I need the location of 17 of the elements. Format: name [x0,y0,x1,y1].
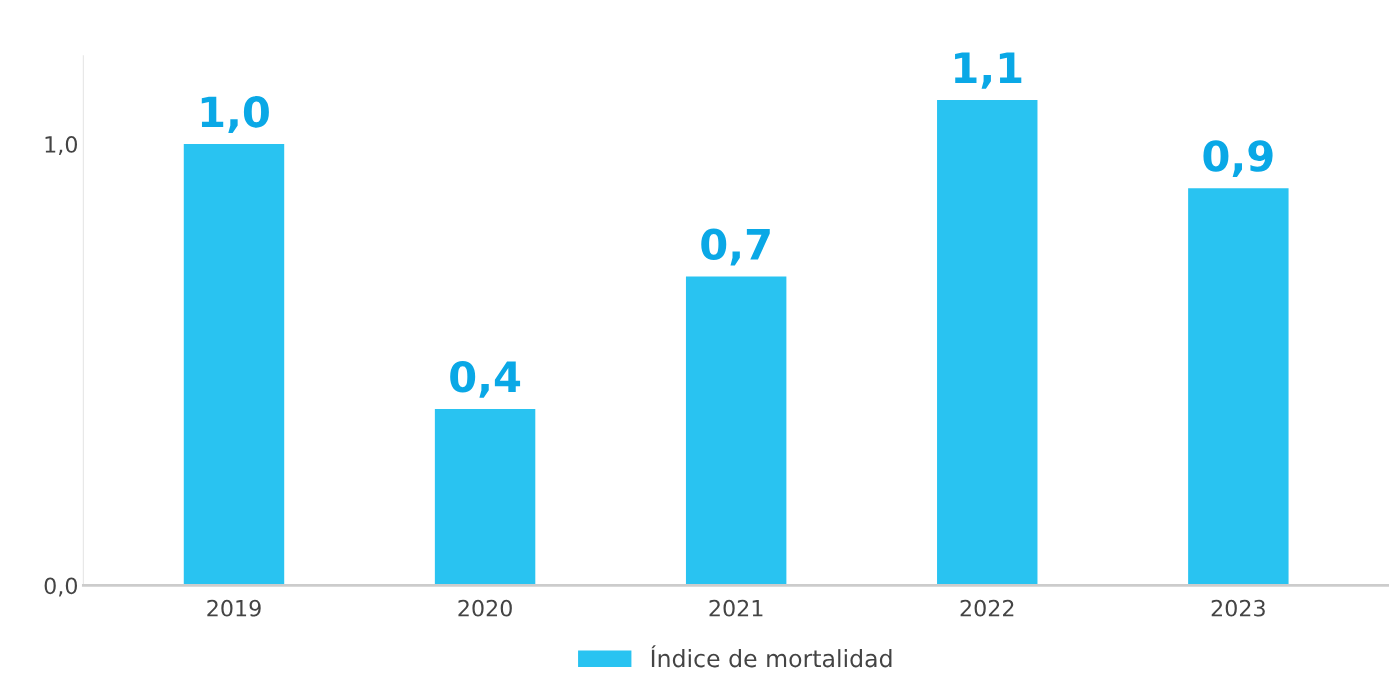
y-tick-label: 0,0 [44,577,77,597]
x-tick-label: 2020 [458,599,512,617]
x-tick-label: 2023 [1211,599,1265,617]
data-label: 0,4 [450,360,521,398]
x-tick-label: 2019 [207,599,261,617]
legend-label: Índice de mortalidad [651,645,892,668]
x-tick-label: 2021 [709,599,763,617]
bar [1188,188,1289,586]
data-label: 1,1 [955,52,1022,89]
x-tick-label: 2022 [960,599,1014,617]
data-label: 1,0 [201,96,269,133]
bar [937,99,1038,586]
bar [434,408,536,586]
bar [183,144,285,586]
data-label: 0,9 [1203,140,1273,178]
bar [685,276,787,586]
data-label: 0,7 [701,228,770,266]
